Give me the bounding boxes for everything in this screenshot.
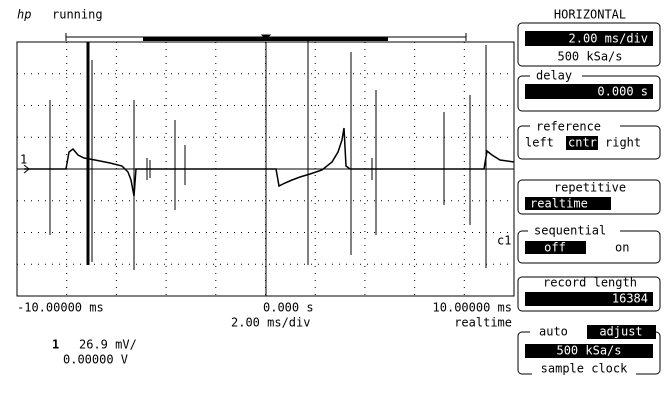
sample-clock-label: sample clock	[541, 362, 628, 376]
x-center: 0.000 s	[263, 301, 314, 315]
delay-label: delay	[536, 69, 572, 83]
field	[525, 344, 653, 358]
ground-arrow	[17, 164, 30, 174]
memory-bar	[65, 33, 467, 41]
label-bg	[528, 225, 620, 237]
option[interactable]: left	[525, 136, 554, 150]
scale: 26.9 mV/	[79, 338, 137, 352]
x-left: -10.00000 ms	[17, 301, 104, 315]
adjust-button[interactable]: adjust	[599, 325, 642, 339]
channel-marker: 1	[20, 153, 27, 167]
record-length-label: record length	[543, 276, 637, 290]
sequential-label: sequential	[534, 224, 606, 238]
waveform	[24, 40, 515, 270]
channel: 1	[52, 338, 59, 352]
offset: 0.00000 V	[63, 353, 128, 367]
field	[525, 292, 653, 306]
logo: hp	[17, 8, 31, 22]
panel-title: HORIZONTAL	[554, 8, 626, 22]
trace-label: c1	[497, 234, 511, 248]
field	[566, 136, 598, 150]
sample-clock-mode: auto	[539, 325, 568, 339]
field	[525, 197, 611, 210]
delay-value: 0.000 s	[597, 85, 648, 99]
field	[525, 31, 653, 46]
timebase: 2.00 ms/div	[231, 316, 310, 330]
label-bg	[530, 120, 620, 132]
record-length-box[interactable]	[517, 276, 661, 312]
repetitive-box[interactable]	[517, 179, 661, 215]
reference-label: reference	[536, 120, 601, 134]
option-selected[interactable]: off	[544, 241, 566, 255]
repetitive-value: realtime	[530, 197, 588, 211]
option-selected[interactable]: cntr	[568, 136, 597, 150]
label-bg	[530, 70, 582, 82]
mode: realtime	[454, 316, 512, 330]
status: running	[52, 8, 103, 22]
button-bg	[587, 325, 656, 339]
rate: 500 kSa/s	[557, 50, 622, 64]
record-length-value: 16384	[612, 292, 648, 306]
sample-clock-value: 500 kSa/s	[556, 344, 621, 358]
timebase-value: 2.00 ms/div	[569, 32, 648, 46]
delay-box[interactable]	[517, 75, 661, 112]
field	[525, 241, 586, 254]
timebase-box[interactable]	[517, 22, 661, 67]
repetitive-label: repetitive	[554, 181, 626, 195]
label-bg	[532, 363, 636, 375]
field	[525, 84, 653, 99]
option[interactable]: right	[605, 136, 641, 150]
x-right: 10.00000 ms	[433, 301, 512, 315]
option[interactable]: on	[615, 241, 629, 255]
